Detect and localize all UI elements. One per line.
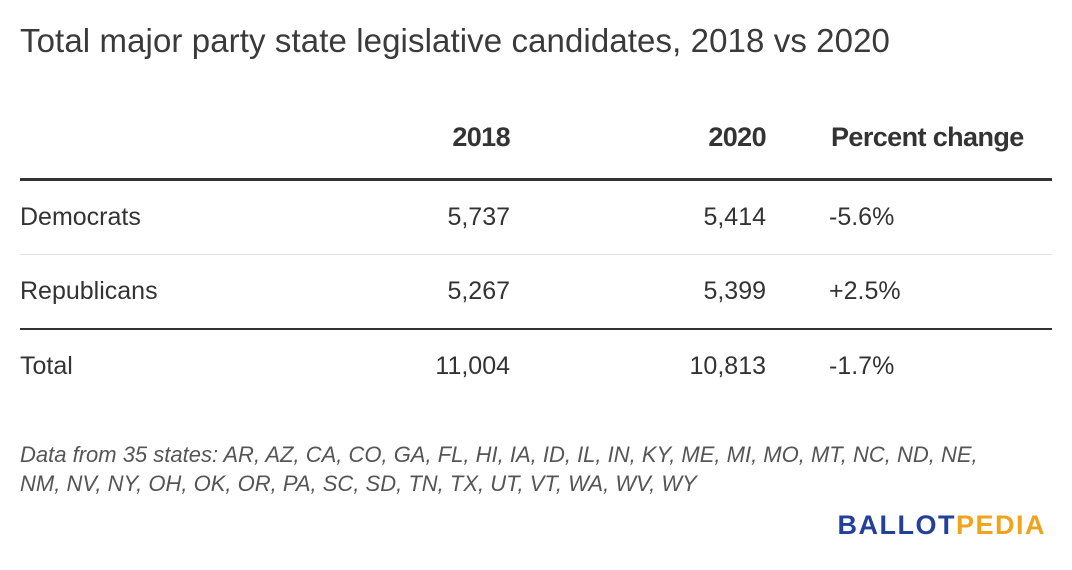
table-row-democrats: Democrats 5,737 5,414 -5.6% [20,181,1052,255]
data-table: 2018 2020 Percent change Democrats 5,737… [20,110,1052,403]
source-note: Data from 35 states: AR, AZ, CA, CO, GA,… [20,442,978,496]
cell-2018: 11,004 [435,352,510,380]
cell-percent-change: -5.6% [829,203,895,231]
cell-2018: 5,267 [447,277,510,305]
row-label: Democrats [20,203,141,231]
logo-text-pedia: PEDIA [955,510,1046,540]
logo-text-ballot: BALLOT [837,510,956,540]
column-header-percent-change: Percent change [831,122,1024,152]
ballotpedia-logo: BALLOTPEDIA [837,510,1046,541]
cell-2018: 5,737 [447,203,510,231]
cell-percent-change: -1.7% [829,352,895,380]
table-row-republicans: Republicans 5,267 5,399 +2.5% [20,255,1052,330]
cell-2020: 5,399 [703,277,766,305]
column-header-2018: 2018 [452,122,510,152]
chart-title: Total major party state legislative cand… [20,22,890,59]
table-header-row: 2018 2020 Percent change [20,110,1052,181]
row-label: Republicans [20,277,158,305]
table-row-total: Total 11,004 10,813 -1.7% [20,330,1052,403]
cell-2020: 10,813 [689,352,766,380]
column-header-2020: 2020 [708,122,766,152]
cell-percent-change: +2.5% [829,277,901,305]
row-label: Total [20,352,73,380]
cell-2020: 5,414 [703,203,766,231]
